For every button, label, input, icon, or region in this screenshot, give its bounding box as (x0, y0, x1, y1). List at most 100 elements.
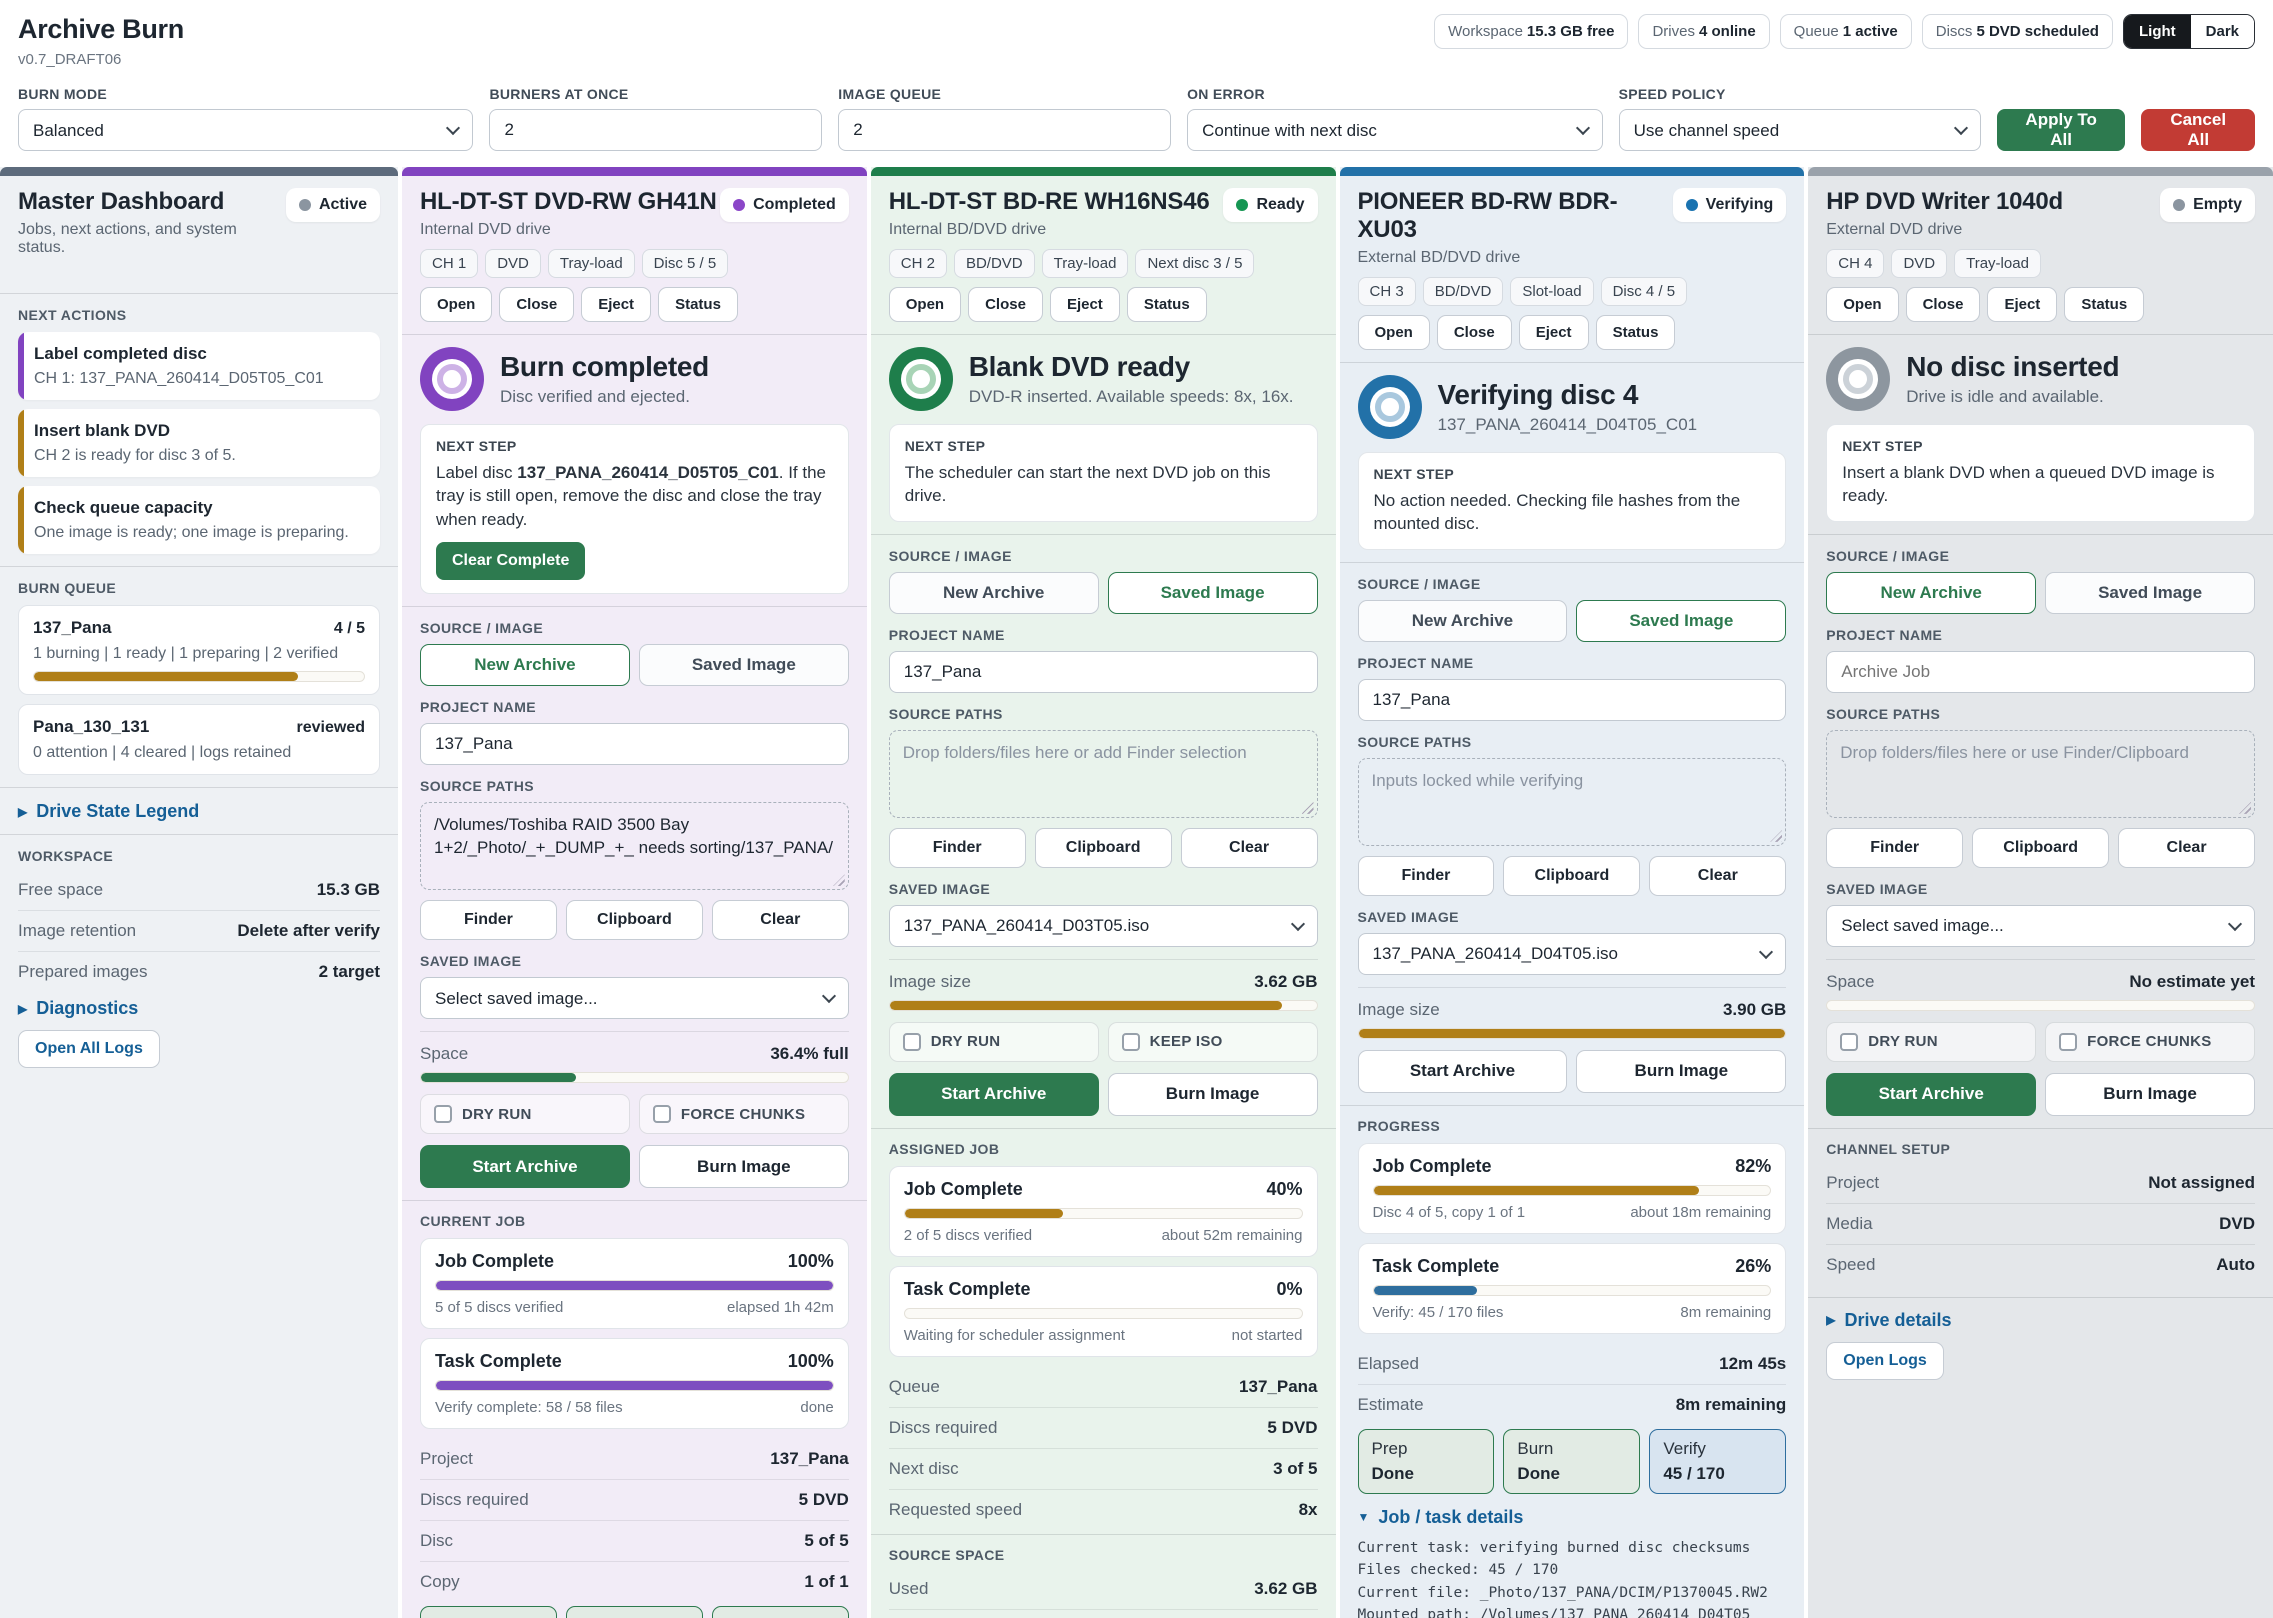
new-archive-toggle[interactable]: New Archive (1357, 599, 1568, 642)
eject-button[interactable]: Eject (1987, 287, 2058, 322)
clipboard-button[interactable]: Clipboard (1972, 827, 2110, 868)
next-action-card[interactable]: Insert blank DVD CH 2 is ready for disc … (18, 409, 380, 477)
dry-run-checkbox[interactable]: DRY RUN (888, 1021, 1099, 1062)
finder-button[interactable]: Finder (888, 827, 1026, 868)
open-tray-button[interactable]: Open (888, 287, 962, 322)
master-accent-bar (0, 167, 398, 176)
saved-image-toggle[interactable]: Saved Image (1576, 599, 1787, 642)
force-chunks-checkbox[interactable]: FORCE CHUNKS (2045, 1021, 2255, 1062)
diagnostics-link[interactable]: ▶ Diagnostics (18, 998, 139, 1018)
burn-image-button[interactable]: Burn Image (1107, 1072, 1318, 1116)
source-paths-droparea[interactable]: Drop folders/files here or add Finder se… (888, 729, 1318, 818)
burn-image-button[interactable]: Burn Image (638, 1145, 849, 1189)
queue-progress-fill (34, 672, 298, 681)
drive-state-legend-link[interactable]: ▶ Drive State Legend (18, 801, 200, 821)
keep-iso-checkbox[interactable]: KEEP ISO (1107, 1021, 1318, 1062)
drive-details-link[interactable]: ▶ Drive details (1826, 1309, 1952, 1330)
open-logs-button[interactable]: Open Logs (1826, 1341, 1944, 1380)
start-archive-button[interactable]: Start Archive (1826, 1072, 2037, 1116)
burn-image-button[interactable]: Burn Image (1576, 1049, 1787, 1093)
saved-image-select-wrap: 137_PANA_260414_D04T05.iso (1357, 932, 1787, 975)
theme-dark-button[interactable]: Dark (2190, 15, 2254, 48)
apply-to-all-button[interactable]: Apply To All (1996, 109, 2126, 151)
burn-image-button[interactable]: Burn Image (2045, 1072, 2255, 1116)
on-error-select[interactable]: Continue with next disc (1187, 109, 1603, 151)
next-action-card[interactable]: Check queue capacity One image is ready;… (18, 486, 380, 554)
close-tray-button[interactable]: Close (968, 287, 1043, 322)
saved-image-select[interactable]: 137_PANA_260414_D04T05.iso (1357, 932, 1787, 975)
clear-complete-button[interactable]: Clear Complete (436, 542, 586, 581)
eject-button[interactable]: Eject (1518, 315, 1589, 350)
job-section-label: CURRENT JOB (420, 1213, 526, 1230)
queue-card[interactable]: 137_Pana 4 / 5 1 burning | 1 ready | 1 pr… (18, 605, 380, 695)
open-tray-button[interactable]: Open (1826, 287, 1899, 322)
project-name-input[interactable] (888, 650, 1318, 693)
project-name-input[interactable] (420, 723, 849, 766)
drive-accent-bar (1808, 167, 2273, 176)
source-paths-droparea[interactable]: Drop folders/files here or use Finder/Cl… (1826, 729, 2255, 818)
saved-image-select[interactable]: Select saved image... (1826, 904, 2255, 947)
image-queue-input[interactable] (838, 109, 1172, 151)
workspace-row: Free space 15.3 GB (18, 880, 380, 899)
clipboard-button[interactable]: Clipboard (1503, 855, 1641, 896)
clipboard-button[interactable]: Clipboard (565, 900, 703, 941)
close-tray-button[interactable]: Close (499, 287, 575, 322)
open-tray-button[interactable]: Open (420, 287, 493, 322)
close-tray-button[interactable]: Close (1905, 287, 1981, 322)
start-archive-button[interactable]: Start Archive (420, 1145, 630, 1189)
image-size-value: 3.90 GB (1722, 999, 1787, 1019)
force-chunks-checkbox[interactable]: FORCE CHUNKS (638, 1094, 849, 1135)
open-all-logs-button[interactable]: Open All Logs (18, 1030, 160, 1068)
status-button[interactable]: Status (2064, 287, 2145, 322)
source-paths-droparea[interactable]: Inputs locked while verifying (1357, 757, 1787, 846)
finder-button[interactable]: Finder (420, 900, 557, 941)
saved-image-toggle[interactable]: Saved Image (2045, 571, 2255, 614)
status-button[interactable]: Status (1595, 315, 1676, 350)
finder-button[interactable]: Finder (1357, 855, 1495, 896)
burn-mode-select[interactable]: Balanced (18, 109, 474, 151)
eject-button[interactable]: Eject (1049, 287, 1120, 322)
source-paths-droparea[interactable]: /Volumes/Toshiba RAID 3500 Bay 1+2/_Phot… (420, 802, 849, 891)
clear-button[interactable]: Clear (2118, 827, 2256, 868)
status-button[interactable]: Status (1126, 287, 1207, 322)
clear-button[interactable]: Clear (1180, 827, 1318, 868)
saved-image-select[interactable]: Select saved image... (420, 977, 849, 1020)
speed-policy-select[interactable]: Use channel speed (1618, 109, 1981, 151)
theme-light-button[interactable]: Light (2123, 15, 2191, 48)
next-step-card: NEXT STEP Label disc 137_PANA_260414_D05… (420, 424, 849, 595)
status-button[interactable]: Status (658, 287, 738, 322)
drive-subtitle: Internal DVD drive (420, 221, 551, 238)
new-archive-toggle[interactable]: New Archive (888, 571, 1099, 614)
dry-run-checkbox[interactable]: DRY RUN (1826, 1021, 2037, 1062)
space-value: No estimate yet (2129, 971, 2255, 991)
burners-input[interactable] (489, 109, 823, 151)
saved-image-toggle[interactable]: Saved Image (638, 644, 849, 687)
queue-card[interactable]: Pana_130_131 reviewed 0 attention | 4 cle… (18, 704, 380, 775)
start-archive-button[interactable]: Start Archive (888, 1072, 1099, 1116)
new-archive-toggle[interactable]: New Archive (420, 644, 630, 687)
open-tray-button[interactable]: Open (1357, 315, 1430, 350)
eject-button[interactable]: Eject (581, 287, 652, 322)
saved-image-toggle[interactable]: Saved Image (1107, 571, 1318, 614)
finder-button[interactable]: Finder (1826, 827, 1964, 868)
cancel-all-button[interactable]: Cancel All (2141, 109, 2255, 151)
dry-run-checkbox[interactable]: DRY RUN (420, 1094, 630, 1135)
next-step-card: NEXT STEP No action needed. Checking fil… (1357, 452, 1787, 550)
project-name-input[interactable] (1357, 678, 1787, 721)
clear-button[interactable]: Clear (1649, 855, 1787, 896)
start-archive-button[interactable]: Start Archive (1357, 1049, 1568, 1093)
project-name-input[interactable] (1826, 650, 2255, 693)
channel-chip: CH 2 (888, 249, 947, 278)
new-archive-toggle[interactable]: New Archive (1826, 571, 2037, 614)
clipboard-button[interactable]: Clipboard (1034, 827, 1172, 868)
job-task-details-link[interactable]: ▼ Job / task details (1357, 1506, 1524, 1527)
next-action-card[interactable]: Label completed disc CH 1: 137_PANA_2604… (18, 332, 380, 400)
drive-subtitle: External DVD drive (1826, 221, 1963, 238)
close-tray-button[interactable]: Close (1436, 315, 1512, 350)
drive-status-badge: Empty (2160, 188, 2255, 222)
clear-button[interactable]: Clear (711, 900, 849, 941)
checkbox-icon (652, 1105, 671, 1124)
image-size-fill (889, 1000, 1283, 1010)
master-dashboard-column: Master Dashboard Jobs, next actions, and… (0, 167, 398, 1618)
saved-image-select[interactable]: 137_PANA_260414_D03T05.iso (888, 904, 1318, 947)
